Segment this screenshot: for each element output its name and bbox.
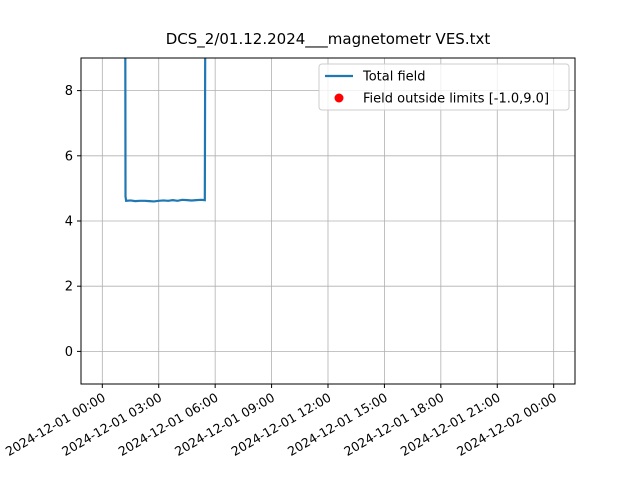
y-tick-label: 2 (65, 280, 73, 295)
chart-title: DCS_2/01.12.2024___magnetometr VES.txt (166, 30, 491, 49)
legend-label: Field outside limits [-1.0,9.0] (363, 92, 549, 107)
data-line (124, 58, 207, 203)
legend-label: Total field (362, 70, 426, 85)
legend-box (318, 63, 570, 111)
y-tick-label: 0 (65, 345, 73, 360)
y-tick-label: 8 (65, 84, 73, 99)
y-tick-label: 6 (65, 149, 73, 164)
legend-swatch (334, 93, 344, 103)
y-tick-label: 4 (65, 215, 73, 230)
